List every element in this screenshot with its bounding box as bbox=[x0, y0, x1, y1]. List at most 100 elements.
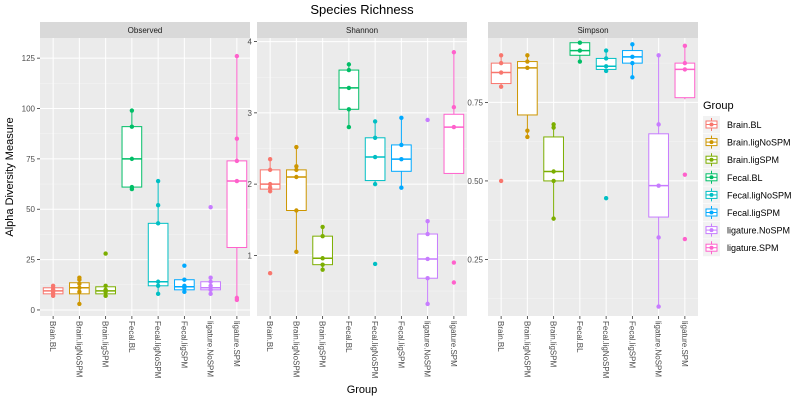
data-point bbox=[525, 128, 530, 133]
box-brain-ligspm bbox=[95, 251, 116, 299]
x-tick-label: Fecal.ligNoSPM bbox=[601, 321, 610, 379]
data-point bbox=[346, 62, 352, 67]
data-point bbox=[498, 70, 504, 75]
data-point bbox=[294, 164, 299, 169]
y-tick-label: 4 bbox=[248, 38, 253, 47]
data-point bbox=[155, 279, 161, 284]
legend-item-fecal-lignospm: Fecal.ligNoSPM bbox=[703, 186, 792, 204]
x-tick-label: Fecal.BL bbox=[127, 321, 136, 353]
box-brain-ligspm bbox=[543, 122, 564, 221]
legend-label: Fecal.ligNoSPM bbox=[727, 190, 792, 200]
box-ligature-spm bbox=[226, 53, 248, 303]
data-point bbox=[525, 65, 530, 71]
data-point bbox=[182, 283, 187, 288]
data-point bbox=[551, 122, 556, 127]
box-body bbox=[648, 133, 669, 218]
data-point bbox=[577, 40, 583, 45]
legend-label: Fecal.BL bbox=[727, 173, 763, 183]
box-brain-bl bbox=[42, 283, 64, 299]
data-point bbox=[320, 233, 325, 239]
box-brain-lignospm bbox=[286, 144, 307, 255]
legend-title: Group bbox=[703, 100, 734, 112]
data-point bbox=[77, 275, 82, 280]
facet-strip-label: Shannon bbox=[346, 26, 378, 35]
legend-item-fecal-bl: Fecal.BL bbox=[703, 168, 763, 186]
data-point bbox=[551, 178, 556, 184]
data-point bbox=[320, 262, 325, 267]
x-tick-label: Brain.ligSPM bbox=[101, 321, 110, 368]
box-body bbox=[417, 233, 438, 279]
x-tick-label: Fecal.ligNoSPM bbox=[153, 321, 162, 379]
legend-item-brain-ligspm: Brain.ligSPM bbox=[703, 151, 779, 169]
data-point bbox=[372, 135, 378, 140]
data-point bbox=[155, 291, 161, 297]
data-point bbox=[320, 256, 325, 261]
x-tick-label: ligature.SPM bbox=[232, 321, 241, 367]
data-point bbox=[551, 169, 556, 174]
box-fecal-lignospm bbox=[147, 178, 169, 297]
data-point bbox=[267, 185, 273, 190]
facet-panel-simpson: Simpson 0.25 0.50 0.75 Brain.BL Brain.ligNoSP… bbox=[467, 22, 698, 379]
data-point bbox=[498, 53, 504, 58]
data-point bbox=[630, 54, 635, 60]
facet-panel-observed: Observed 0 25 50 75 100 125 Brain.BL Brain.ligNo… bbox=[22, 22, 250, 379]
data-point bbox=[294, 249, 299, 255]
x-tick-label: ligature.NoSPM bbox=[654, 321, 663, 377]
data-point bbox=[294, 144, 299, 150]
y-tick-label: 125 bbox=[22, 54, 36, 63]
box-body bbox=[443, 113, 465, 174]
data-point bbox=[425, 276, 430, 281]
data-point bbox=[182, 277, 187, 282]
data-point bbox=[77, 281, 82, 286]
data-point bbox=[682, 43, 688, 49]
data-point bbox=[267, 271, 273, 276]
data-point bbox=[77, 301, 82, 307]
box-ligature-nospm bbox=[200, 205, 221, 297]
data-point bbox=[50, 283, 56, 288]
facet-strip-label: Simpson bbox=[577, 26, 608, 35]
data-point bbox=[630, 75, 635, 80]
box-brain-bl bbox=[259, 156, 281, 276]
x-tick-label: Brain.ligNoSPM bbox=[291, 321, 300, 378]
x-tick-label: Brain.ligSPM bbox=[549, 321, 558, 368]
box-brain-bl bbox=[490, 53, 512, 184]
data-point bbox=[451, 260, 457, 265]
data-point bbox=[77, 285, 82, 290]
data-point bbox=[182, 263, 187, 268]
data-point bbox=[630, 42, 635, 47]
data-point bbox=[155, 221, 161, 226]
data-point bbox=[208, 205, 213, 210]
data-point bbox=[425, 218, 430, 224]
data-point bbox=[346, 67, 352, 73]
legend-label: ligature.SPM bbox=[727, 243, 779, 253]
data-point bbox=[682, 60, 688, 66]
legend-key-point bbox=[709, 157, 714, 162]
box-fecal-lignospm bbox=[595, 48, 617, 201]
y-tick-label: 100 bbox=[22, 105, 36, 114]
data-point bbox=[372, 119, 378, 124]
x-tick-label: ligature.SPM bbox=[680, 321, 689, 367]
legend-label: Brain.ligNoSPM bbox=[727, 138, 791, 148]
data-point bbox=[630, 60, 635, 66]
box-body bbox=[543, 136, 564, 182]
legend-key-point bbox=[709, 140, 714, 145]
facet-panels: Observed 0 25 50 75 100 125 Brain.BL Brain.ligNo… bbox=[22, 22, 698, 379]
panel-background bbox=[40, 38, 250, 316]
data-point bbox=[129, 184, 135, 190]
data-point bbox=[103, 287, 108, 293]
x-tick-label: Fecal.BL bbox=[344, 321, 353, 353]
data-point bbox=[656, 122, 661, 127]
y-tick-label: 0 bbox=[31, 306, 36, 315]
data-point bbox=[451, 124, 457, 130]
legend-key-point bbox=[709, 210, 714, 215]
data-point bbox=[155, 283, 161, 288]
data-point bbox=[208, 275, 213, 280]
box-brain-lignospm bbox=[517, 53, 538, 140]
legend-item-ligature-nospm: ligature.NoSPM bbox=[703, 221, 790, 239]
data-point bbox=[682, 67, 688, 72]
x-tick-label: Fecal.ligSPM bbox=[179, 321, 188, 368]
data-point bbox=[656, 53, 661, 58]
data-point bbox=[425, 231, 430, 237]
data-point bbox=[346, 124, 352, 130]
data-point bbox=[346, 107, 352, 112]
